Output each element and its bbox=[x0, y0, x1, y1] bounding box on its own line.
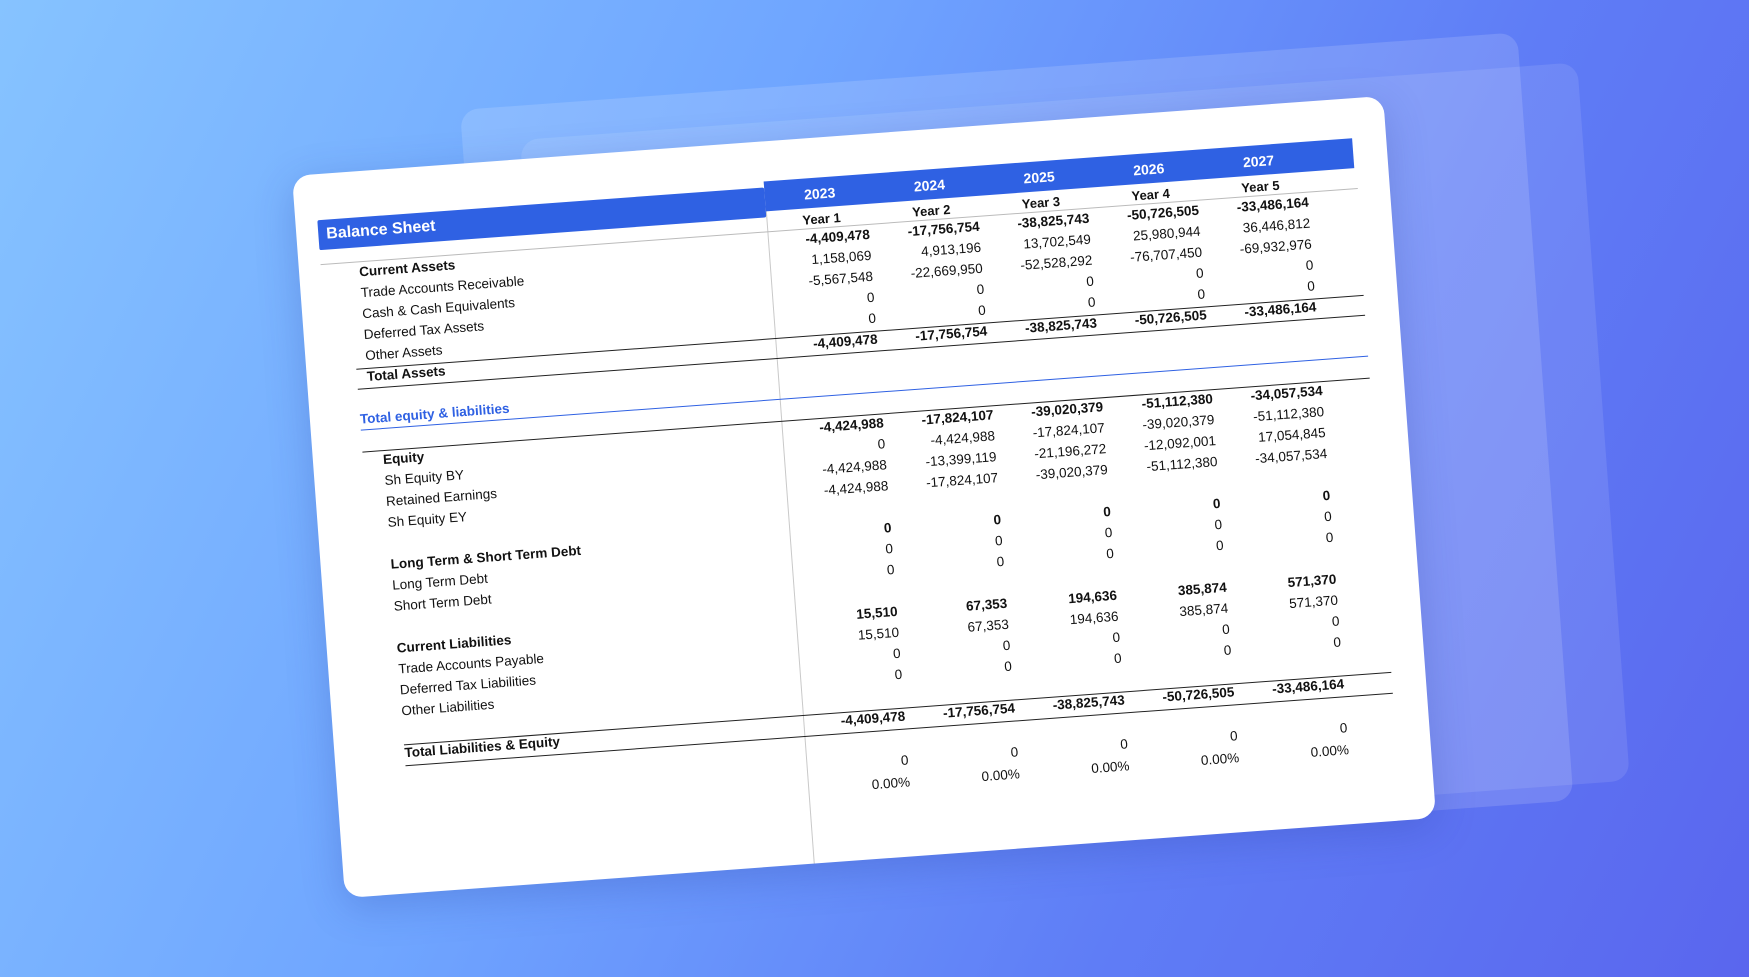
table-cell: -51,112,380 bbox=[1252, 404, 1325, 425]
table-cell: 0 bbox=[1002, 637, 1011, 654]
table-cell: 13,702,549 bbox=[1022, 231, 1092, 252]
table-cell: 0 bbox=[1322, 487, 1331, 504]
table-cell: 1,158,069 bbox=[810, 247, 872, 268]
table-cell: 0 bbox=[886, 561, 895, 578]
table-cell: 67,353 bbox=[965, 595, 1008, 614]
table-cell: -12,092,001 bbox=[1143, 433, 1217, 454]
table-cell: 0 bbox=[892, 645, 902, 662]
check-value: 0 bbox=[1010, 744, 1019, 760]
table-cell: 0 bbox=[867, 310, 877, 327]
table-cell: 0 bbox=[977, 302, 987, 319]
row-label: Equity bbox=[382, 449, 425, 468]
check-value: 0 bbox=[1119, 736, 1129, 752]
table-cell: 571,370 bbox=[1288, 592, 1339, 612]
table-cell: 0 bbox=[884, 541, 894, 557]
table-cell: 0 bbox=[883, 520, 892, 536]
table-cell: 0 bbox=[1332, 634, 1342, 650]
check-percent: 0.00% bbox=[871, 774, 911, 793]
row-label: Cash & Cash Equivalents bbox=[361, 295, 516, 322]
check-percent: 0.00% bbox=[1090, 758, 1130, 777]
row-label: Total equity & liabilities bbox=[359, 400, 510, 427]
table-cell: 36,446,812 bbox=[1242, 215, 1311, 236]
table-cell: 4,913,196 bbox=[920, 239, 982, 260]
row-label: Deferred Tax Assets bbox=[363, 318, 485, 343]
check-value: 0 bbox=[900, 752, 909, 768]
table-cell: -51,112,380 bbox=[1145, 454, 1218, 475]
table-cell: 0 bbox=[1104, 524, 1113, 541]
balance-sheet-card: Balance Sheet 2023 Year 1 2024 Year 2 2025 Ye… bbox=[292, 95, 1437, 899]
table-cell: 0 bbox=[1305, 257, 1314, 273]
table-cell: 0 bbox=[1331, 613, 1340, 630]
table-cell: 0 bbox=[994, 532, 1004, 549]
table-cell: 385,874 bbox=[1177, 579, 1228, 599]
table-cell: 17,054,845 bbox=[1257, 425, 1327, 445]
table-cell: -13,399,119 bbox=[925, 449, 997, 470]
balance-sheet-title-bar: Balance Sheet bbox=[317, 187, 767, 251]
table-cell: 0 bbox=[976, 281, 985, 298]
table-cell: 15,510 bbox=[857, 624, 900, 643]
table-cell: -52,528,292 bbox=[1019, 252, 1093, 273]
table-cell: 67,353 bbox=[967, 616, 1010, 635]
table-cell: -22,669,950 bbox=[910, 260, 984, 281]
table-cell: -69,932,976 bbox=[1239, 236, 1313, 257]
table-cell: 0 bbox=[1003, 658, 1013, 675]
row-label: Long Term & Short Term Debt bbox=[390, 542, 582, 572]
table-cell: 0 bbox=[1105, 545, 1115, 562]
table-cell: 0 bbox=[1087, 294, 1096, 311]
row-label: Other Liabilities bbox=[400, 696, 495, 719]
table-cell: -34,057,534 bbox=[1254, 445, 1328, 467]
table-cell: 0 bbox=[1197, 286, 1206, 302]
table-cell: 194,636 bbox=[1069, 608, 1120, 628]
table-cell: 0 bbox=[1306, 278, 1316, 294]
table-cell: 0 bbox=[993, 512, 1002, 528]
table-cell: 194,636 bbox=[1067, 587, 1118, 607]
table-cell: 0 bbox=[1223, 642, 1232, 659]
check-value: 0 bbox=[1229, 728, 1239, 744]
row-label: Other Assets bbox=[364, 342, 443, 364]
table-cell: -4,424,988 bbox=[823, 478, 889, 498]
check-percent: 0.00% bbox=[1310, 742, 1350, 760]
row-label: Retained Earnings bbox=[385, 485, 498, 509]
table-cell: 385,874 bbox=[1178, 600, 1229, 620]
table-cell: -21,196,272 bbox=[1033, 441, 1107, 462]
table-cell: 0 bbox=[1111, 629, 1121, 646]
table-cell: 0 bbox=[1215, 537, 1225, 554]
table-cell: 0 bbox=[996, 553, 1005, 570]
table-cell: -4,424,988 bbox=[929, 428, 996, 448]
table-cell: -76,707,450 bbox=[1129, 244, 1203, 265]
table-cell: -17,824,107 bbox=[1032, 420, 1106, 441]
row-label: Sh Equity BY bbox=[384, 467, 465, 489]
row-label: Deferred Tax Liabilities bbox=[399, 672, 537, 698]
table-cell: -5,567,548 bbox=[807, 268, 874, 289]
table-cell: 0 bbox=[1323, 508, 1333, 525]
table-cell: 0 bbox=[1213, 516, 1223, 533]
table-cell: 0 bbox=[894, 666, 903, 683]
table-cell: 0 bbox=[1325, 529, 1334, 546]
table-cell: 0 bbox=[866, 289, 875, 306]
table-cell: -4,424,988 bbox=[821, 457, 888, 477]
row-label: Current Liabilities bbox=[396, 632, 512, 656]
total-liabilities-rule-top bbox=[403, 671, 1392, 746]
check-percent: 0.00% bbox=[981, 766, 1021, 785]
check-percent: 0.00% bbox=[1200, 750, 1240, 768]
table-cell: 15,510 bbox=[855, 603, 899, 622]
table-cell: -17,824,107 bbox=[925, 470, 999, 491]
row-label: Sh Equity EY bbox=[387, 509, 468, 530]
table-cell: -39,020,379 bbox=[1141, 412, 1215, 433]
table-cell: 0 bbox=[1102, 503, 1112, 520]
balance-sheet-title: Balance Sheet bbox=[325, 217, 437, 243]
table-cell: 0 bbox=[1085, 273, 1095, 290]
table-cell: 571,370 bbox=[1287, 571, 1337, 591]
table-cell: 0 bbox=[877, 436, 886, 452]
table-cell: 0 bbox=[1113, 650, 1123, 667]
table-cell: 25,980,944 bbox=[1132, 223, 1202, 244]
table-cell: 0 bbox=[1195, 265, 1205, 282]
check-value: 0 bbox=[1339, 720, 1348, 736]
table-cell: 0 bbox=[1212, 495, 1222, 512]
row-label: Short Term Debt bbox=[393, 591, 493, 614]
row-label: Long Term Debt bbox=[391, 570, 489, 593]
table-cell: -39,020,379 bbox=[1035, 462, 1109, 483]
table-cell: 0 bbox=[1221, 621, 1231, 638]
